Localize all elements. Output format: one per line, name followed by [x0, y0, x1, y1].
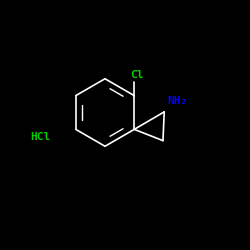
Text: HCl: HCl	[30, 132, 50, 142]
Text: NH₂: NH₂	[167, 96, 188, 106]
Text: Cl: Cl	[130, 70, 144, 80]
